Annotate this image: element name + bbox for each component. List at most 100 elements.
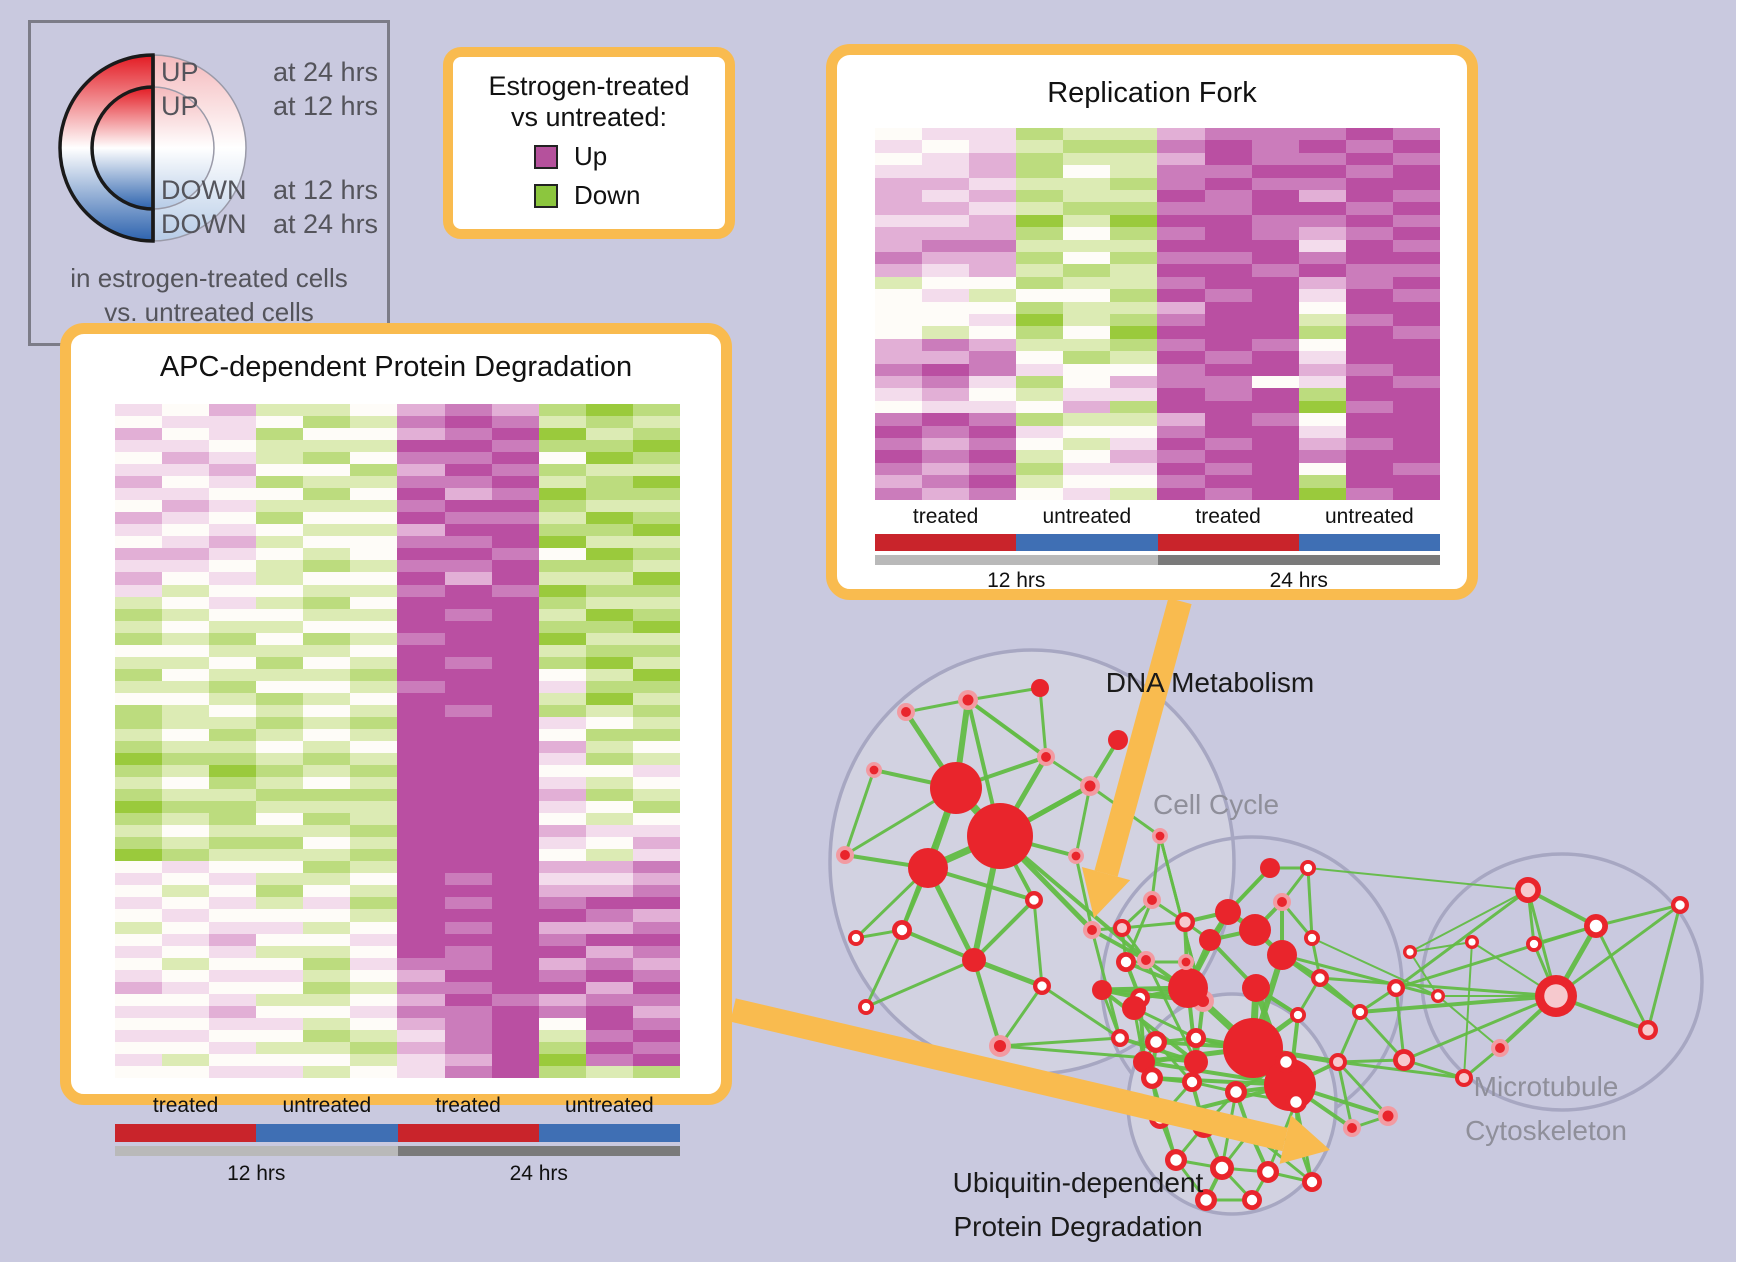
- heatmap-cell: [350, 1029, 398, 1042]
- column-label: untreated: [282, 1094, 372, 1117]
- heatmap-cell: [256, 933, 304, 946]
- heatmap-cell: [1204, 202, 1252, 215]
- heatmap-cell: [585, 765, 633, 778]
- heatmap-cell: [1392, 177, 1440, 190]
- heatmap-cell: [538, 957, 586, 970]
- rf-column-labels: treated untreated treated untreated: [875, 505, 1440, 529]
- heatmap-cell: [1392, 227, 1440, 240]
- heatmap-cell: [491, 1017, 539, 1030]
- heatmap-cell: [632, 765, 680, 778]
- heatmap-cell: [1016, 189, 1064, 203]
- heatmap-cell: [162, 404, 210, 417]
- heatmap-cell: [209, 909, 257, 922]
- heatmap-cell: [875, 351, 923, 364]
- heatmap-cell: [1345, 152, 1393, 166]
- heatmap-cell: [256, 873, 304, 886]
- heatmap-cell: [209, 933, 257, 946]
- heatmap-cell: [397, 704, 445, 717]
- heatmap-cell: [1204, 450, 1252, 463]
- heatmap-cell: [922, 450, 970, 463]
- heatmap-cell: [1298, 239, 1346, 252]
- heatmap-cell: [922, 301, 970, 314]
- heatmap-cell: [397, 716, 445, 729]
- heatmap-cell: [256, 777, 304, 790]
- heatmap-cell: [1251, 388, 1299, 401]
- heatmap-cell: [115, 1065, 163, 1078]
- heatmap-cell: [256, 909, 304, 922]
- heatmap-cell: [922, 375, 970, 389]
- heatmap-cell: [350, 873, 398, 886]
- heatmap-cell: [209, 608, 257, 621]
- heatmap-cell: [1204, 214, 1252, 228]
- heatmap-cell: [585, 620, 633, 633]
- heatmap-cell: [632, 644, 680, 657]
- heatmap-cell: [491, 813, 539, 826]
- heatmap-cell: [1392, 388, 1440, 401]
- heatmap-cell: [162, 536, 210, 549]
- heatmap-cell: [969, 128, 1017, 141]
- heatmap-cell: [632, 512, 680, 525]
- heatmap-cell: [162, 873, 210, 886]
- heatmap-cell: [256, 536, 304, 549]
- heatmap-cell: [1298, 487, 1346, 500]
- heatmap-cell: [209, 632, 257, 645]
- heatmap-cell: [350, 981, 398, 994]
- heatmap-cell: [1345, 227, 1393, 240]
- heatmap-cell: [1016, 152, 1064, 166]
- heatmap-cell: [209, 644, 257, 657]
- heatmap-cell: [303, 488, 351, 501]
- heatmap-cell: [969, 351, 1017, 364]
- heatmap-cell: [538, 644, 586, 657]
- heatmap-cell: [491, 416, 539, 429]
- heatmap-cell: [1157, 177, 1205, 190]
- heatmap-cell: [585, 476, 633, 489]
- heatmap-cell: [1016, 413, 1064, 426]
- heatmap-cell: [1392, 375, 1440, 389]
- heatmap-cell: [1157, 351, 1205, 364]
- heatmap-cell: [1063, 202, 1111, 215]
- heatmap-cell: [115, 680, 163, 693]
- heatmap-cell: [303, 464, 351, 477]
- heatmap-cell: [303, 500, 351, 513]
- heatmap-cell: [256, 620, 304, 633]
- treated-bar: [875, 534, 1017, 551]
- heatmap-cell: [585, 596, 633, 609]
- heatmap-cell: [115, 416, 163, 429]
- heatmap-cell: [491, 656, 539, 669]
- heatmap-cell: [1251, 351, 1299, 364]
- heatmap-cell: [1016, 351, 1064, 364]
- heatmap-cell: [1110, 276, 1158, 290]
- heatmap-cell: [397, 981, 445, 994]
- heatmap-cell: [350, 849, 398, 862]
- heatmap-cell: [115, 692, 163, 705]
- heatmap-cell: [350, 536, 398, 549]
- heatmap-cell: [162, 981, 210, 994]
- heatmap-cell: [1016, 165, 1064, 178]
- heatmap-cell: [256, 548, 304, 561]
- heatmap-cell: [115, 765, 163, 778]
- heatmap-cell: [350, 789, 398, 802]
- heatmap-cell: [1157, 289, 1205, 302]
- heatmap-cell: [538, 873, 586, 886]
- heatmap-cell: [491, 440, 539, 453]
- heatmap-cell: [1063, 239, 1111, 252]
- heatmap-cell: [303, 813, 351, 826]
- heatmap-cell: [632, 680, 680, 693]
- heatmap-cell: [585, 464, 633, 477]
- heatmap-cell: [632, 933, 680, 946]
- heatmap-cell: [444, 584, 492, 597]
- heatmap-cell: [1392, 264, 1440, 277]
- heatmap-cell: [875, 437, 923, 451]
- heatmap-cell: [115, 789, 163, 802]
- heatmap-cell: [1016, 289, 1064, 302]
- heatmap-cell: [256, 488, 304, 501]
- heatmap-cell: [444, 452, 492, 465]
- heatmap-cell: [444, 933, 492, 946]
- heatmap-cell: [115, 909, 163, 922]
- heatmap-cell: [585, 777, 633, 790]
- heatmap-cell: [875, 140, 923, 153]
- heatmap-cell: [491, 873, 539, 886]
- heatmap-cell: [162, 849, 210, 862]
- heatmap-cell: [1204, 189, 1252, 203]
- heatmap-cell: [1345, 301, 1393, 314]
